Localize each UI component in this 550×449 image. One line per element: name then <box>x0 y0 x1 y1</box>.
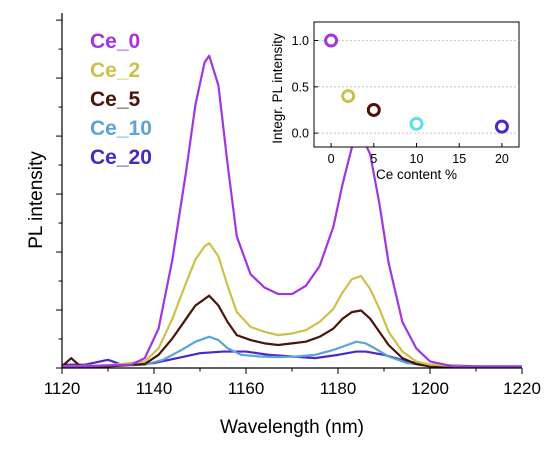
x-tick-label: 1160 <box>228 379 265 398</box>
x-axis-title: Wavelength (nm) <box>220 417 364 438</box>
legend-entry-ce-20: Ce_20 <box>90 146 152 169</box>
x-tick-label: 1180 <box>320 379 357 398</box>
legend-entry-ce-5: Ce_5 <box>90 88 141 111</box>
series-line-ce-0 <box>62 54 522 369</box>
series-line-ce-2 <box>61 241 522 369</box>
legend-entry-ce-0: Ce_0 <box>90 30 140 53</box>
legend-entry-ce-10: Ce_10 <box>90 117 152 140</box>
legend-entry-ce-2: Ce_2 <box>90 59 140 82</box>
legend: Ce_0 Ce_2 Ce_5 Ce_10 Ce_20 <box>90 30 152 169</box>
inset-x-tick-label: 10 <box>410 152 424 166</box>
inset-x-tick-label: 20 <box>495 152 509 166</box>
inset-data-point <box>409 116 424 131</box>
inset-y-tick-label: 0.0 <box>292 127 309 141</box>
inset-x-tick-label: 5 <box>370 152 377 166</box>
inset-y-tick-label: 1.0 <box>292 34 309 48</box>
main-plot: 1120 1140 1160 1180 1200 1220 Wavelength (nm) P… <box>26 13 541 438</box>
inset-data-point <box>324 33 339 48</box>
inset-y-axis-title: Integr. PL intensity <box>270 33 285 144</box>
inset-data-point <box>366 102 381 117</box>
inset-x-tick-label: 15 <box>452 152 466 166</box>
inset-plot: 0.0 0.5 1.0 0 5 10 15 20 Ce content % Integr. PL … <box>270 21 520 182</box>
x-tick-label: 1220 <box>503 379 541 398</box>
series-line-ce-5 <box>61 294 522 369</box>
inset-x-axis-title: Ce content % <box>376 167 457 182</box>
inset-x-tick-label: 0 <box>328 152 335 166</box>
y-axis-title: PL intensity <box>26 151 47 249</box>
inset-y-tick-label: 0.5 <box>292 80 309 94</box>
inset-data-point <box>494 119 509 134</box>
inset-data-point <box>341 89 356 104</box>
x-tick-label: 1120 <box>44 379 81 398</box>
x-tick-label: 1140 <box>136 379 173 398</box>
x-tick-label: 1200 <box>411 379 449 398</box>
series-line-ce-10 <box>61 335 522 369</box>
